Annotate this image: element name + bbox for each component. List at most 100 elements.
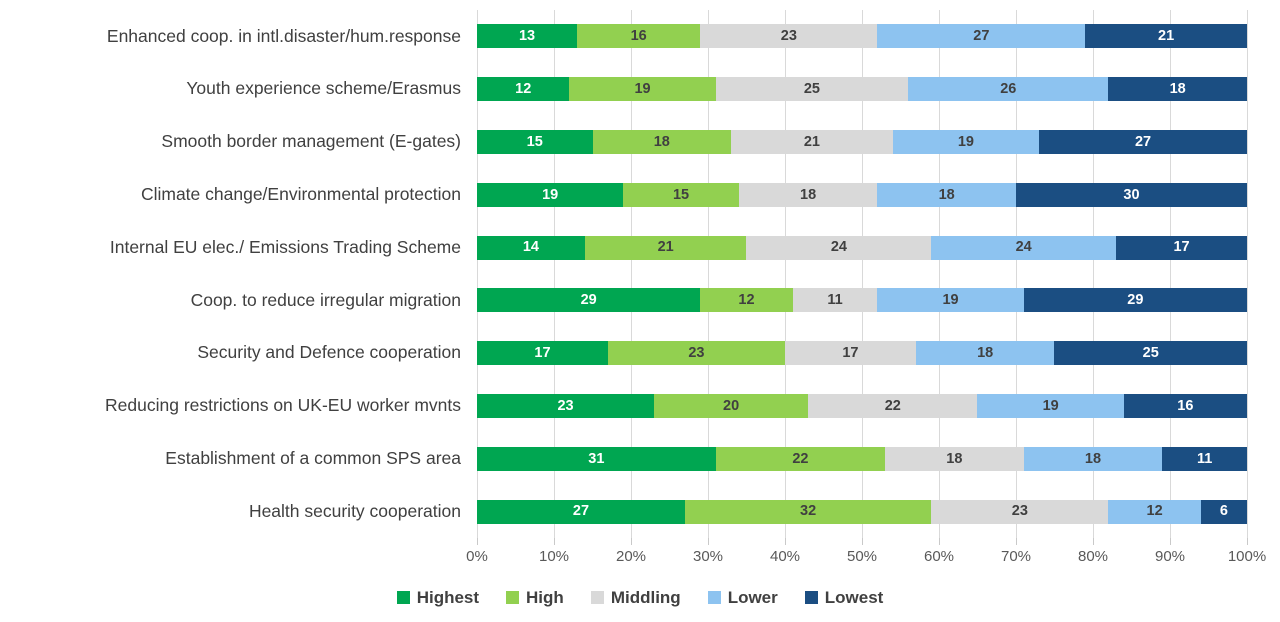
chart-row: Internal EU elec./ Emissions Trading Sch… — [0, 221, 1247, 274]
x-axis-label: 50% — [846, 548, 878, 565]
category-label: Establishment of a common SPS area — [165, 448, 461, 469]
legend-label: High — [526, 588, 564, 607]
chart-row: Coop. to reduce irregular migration 29 12 1… — [0, 274, 1247, 327]
bar-segment-highest: 19 — [477, 182, 624, 207]
legend-item-highest: Highest — [396, 588, 480, 607]
bar-segment-lowest: 18 — [1108, 77, 1247, 102]
bar-segment-middling: 11 — [792, 288, 878, 313]
legend: Highest High Middling Lower Lowest — [0, 589, 1280, 606]
bar-segment-high: 16 — [577, 24, 701, 49]
bar-rows: Enhanced coop. in intl.disaster/hum.resp… — [0, 10, 1247, 538]
bar-segment-lower: 26 — [908, 77, 1109, 102]
gridline — [785, 10, 786, 538]
bar: 17 23 17 18 25 — [477, 341, 1247, 366]
category-label: Health security cooperation — [248, 500, 461, 521]
gridline — [939, 10, 940, 538]
chart-row: Smooth border management (E-gates) 15 18 21… — [0, 116, 1247, 169]
chart-row: Health security cooperation 27 32 23 12 6 — [0, 485, 1247, 538]
bar-segment-highest: 13 — [477, 24, 578, 49]
legend-label: Lower — [727, 588, 778, 607]
x-axis-label: 100% — [1227, 548, 1267, 565]
chart-row: Enhanced coop. in intl.disaster/hum.resp… — [0, 10, 1247, 63]
bar-segment-high: 15 — [623, 182, 739, 207]
bar-segment-lower: 19 — [977, 393, 1124, 418]
axis-tick — [785, 538, 786, 545]
gridline — [1093, 10, 1094, 538]
x-axis-label: 60% — [923, 548, 955, 565]
axis-tick — [862, 538, 863, 545]
x-axis-label: 0% — [466, 548, 488, 565]
bar-segment-highest: 15 — [477, 129, 593, 154]
category-label: Coop. to reduce irregular migration — [190, 289, 461, 310]
bar-segment-middling: 24 — [746, 235, 932, 260]
bar-segment-highest: 17 — [477, 341, 608, 366]
bar-segment-lowest: 6 — [1200, 499, 1247, 524]
bar-segment-lowest: 17 — [1116, 235, 1247, 260]
bar-segment-highest: 14 — [477, 235, 585, 260]
legend-label: Lowest — [824, 588, 884, 607]
chart-row: Youth experience scheme/Erasmus 12 19 25 26 1… — [0, 63, 1247, 116]
chart-row: Climate change/Environmental protection 1… — [0, 168, 1247, 221]
bar-segment-lower: 18 — [1023, 446, 1163, 471]
axis-tick — [631, 538, 632, 545]
gridline — [1170, 10, 1171, 538]
bar-segment-lower: 19 — [892, 129, 1040, 154]
bar-segment-high: 12 — [700, 288, 793, 313]
legend-swatch — [804, 591, 818, 604]
bar-segment-lower: 12 — [1108, 499, 1201, 524]
axis-tick — [708, 538, 709, 545]
chart-row: Security and Defence cooperation 17 23 17 18… — [0, 327, 1247, 380]
bar-segment-high: 20 — [654, 393, 809, 418]
bar: 12 19 25 26 18 — [477, 77, 1247, 102]
category-label: Enhanced coop. in intl.disaster/hum.resp… — [106, 25, 461, 46]
bar-segment-high: 23 — [607, 341, 785, 366]
x-axis-label: 30% — [692, 548, 724, 565]
bar: 15 18 21 19 27 — [477, 129, 1247, 154]
bar-segment-highest: 23 — [477, 393, 655, 418]
bar-segment-high: 32 — [684, 499, 932, 524]
chart-row: Establishment of a common SPS area 31 22 18… — [0, 432, 1247, 485]
category-label: Security and Defence cooperation — [197, 342, 461, 363]
chart-row: Reducing restrictions on UK-EU worker mv… — [0, 380, 1247, 433]
x-axis: 0% 10% 20% 30% 40% 50% 60% 70% 80% 90% 100% — [466, 548, 1266, 568]
bar: 13 16 23 27 21 — [477, 24, 1247, 49]
bar-segment-highest: 27 — [477, 499, 685, 524]
axis-tick — [1247, 538, 1248, 545]
category-label: Smooth border management (E-gates) — [161, 131, 461, 152]
axis-tick — [477, 538, 478, 545]
bar-segment-lower: 24 — [931, 235, 1117, 260]
bar-segment-middling: 21 — [731, 129, 893, 154]
bar-segment-highest: 29 — [477, 288, 701, 313]
gridline — [708, 10, 709, 538]
bar-segment-lowest: 29 — [1023, 288, 1247, 313]
legend-item-lower: Lower — [707, 588, 778, 607]
legend-swatch — [707, 591, 721, 604]
bar-segment-middling: 25 — [715, 77, 909, 102]
bar: 31 22 18 18 11 — [477, 446, 1247, 471]
legend-swatch — [590, 591, 604, 604]
bar-segment-middling: 22 — [808, 393, 978, 418]
bar-segment-lowest: 11 — [1162, 446, 1247, 471]
gridline — [477, 10, 478, 538]
bar-segment-lowest: 16 — [1123, 393, 1247, 418]
bar-segment-middling: 18 — [738, 182, 878, 207]
category-label: Youth experience scheme/Erasmus — [186, 78, 461, 99]
bar-segment-middling: 17 — [784, 341, 916, 366]
x-axis-label: 90% — [1154, 548, 1186, 565]
gridline — [1016, 10, 1017, 538]
gridline — [862, 10, 863, 538]
legend-item-middling: Middling — [590, 589, 681, 606]
axis-tick — [1016, 538, 1017, 545]
bar-segment-lowest: 25 — [1054, 341, 1247, 366]
bar: 14 21 24 24 17 — [477, 235, 1247, 260]
x-axis-label: 40% — [769, 548, 801, 565]
bar-segment-lowest: 21 — [1085, 24, 1247, 49]
legend-label: Highest — [416, 588, 480, 607]
bar-segment-lower: 19 — [877, 288, 1024, 313]
category-label: Internal EU elec./ Emissions Trading Sch… — [109, 236, 461, 257]
legend-swatch — [506, 591, 520, 604]
category-label: Reducing restrictions on UK-EU worker mv… — [105, 395, 461, 416]
legend-item-lowest: Lowest — [804, 588, 884, 607]
bar-segment-high: 19 — [569, 77, 716, 102]
